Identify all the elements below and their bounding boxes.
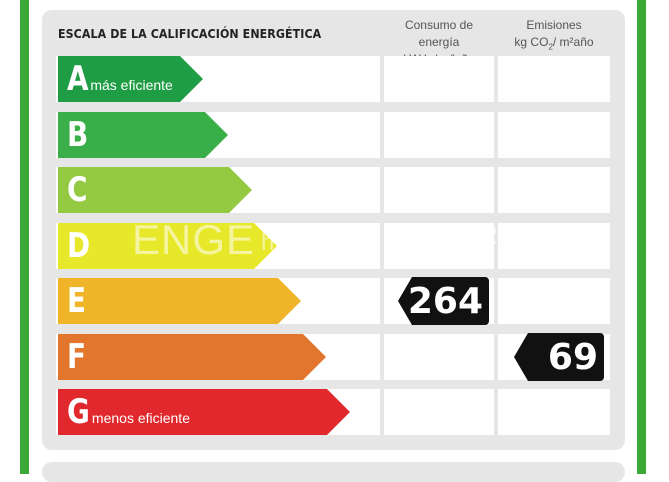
rating-arrow-e: E [58, 278, 301, 324]
consumption-cell [384, 389, 494, 435]
rating-letter: E [67, 281, 87, 321]
emissions-header-line1: Emisiones [526, 18, 582, 32]
rating-arrow-d: D [58, 223, 277, 269]
emissions-cell [498, 278, 610, 324]
rating-letter: F [67, 337, 87, 377]
emissions-cell [498, 389, 610, 435]
consumption-cell [384, 167, 494, 213]
rating-letter: D [67, 226, 91, 266]
rating-arrow-b: B [58, 112, 228, 158]
right-frame-border [637, 0, 646, 474]
rating-label: más eficiente [90, 77, 173, 93]
consumption-cell [384, 56, 494, 102]
emissions-value-badge: 69 [514, 333, 604, 381]
rating-arrow-c: C [58, 167, 252, 213]
watermark-r: R [478, 219, 499, 250]
emissions-cell [498, 112, 610, 158]
emissions-cell [498, 56, 610, 102]
lower-panel-edge [42, 462, 625, 482]
rating-letter: A [67, 59, 89, 99]
rating-arrow-f: F [58, 334, 326, 380]
consumption-header-line1: Consumo de energía [404, 18, 474, 49]
scale-title: ESCALA DE LA CALIFICACIÓN ENERGÉTICA [58, 27, 322, 41]
rating-letter: G [67, 392, 90, 432]
emissions-column-header: Emisiones kg CO2/ m²año [498, 17, 610, 55]
emissions-cell [498, 223, 610, 269]
consumption-value-badge: 264 [398, 277, 489, 325]
consumption-cell [384, 223, 494, 269]
consumption-cell [384, 334, 494, 380]
rating-letter: C [67, 170, 88, 210]
watermark: ENGE habitaclia [132, 216, 373, 263]
rating-label: menos eficiente [91, 410, 190, 426]
consumption-cell [384, 112, 494, 158]
left-frame-border [20, 0, 29, 474]
emissions-header-line2: kg CO2/ m²año [514, 35, 594, 52]
emissions-cell [498, 167, 610, 213]
rating-letter: B [67, 115, 89, 155]
